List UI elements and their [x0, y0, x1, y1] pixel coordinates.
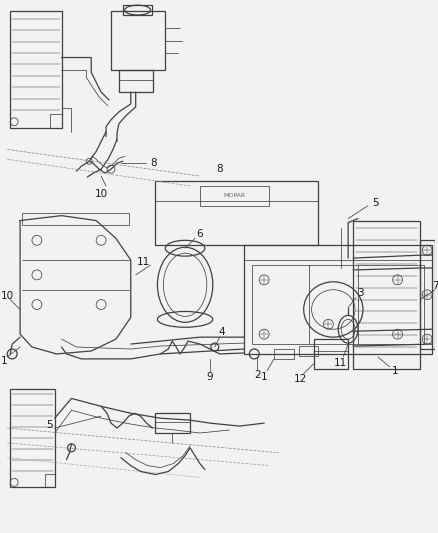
Bar [111, 11, 165, 70]
Bar [22, 213, 129, 224]
Text: 11: 11 [334, 358, 347, 368]
Bar [119, 70, 153, 92]
Bar [200, 186, 269, 206]
Bar [353, 221, 420, 369]
Bar [420, 240, 435, 349]
Bar [155, 413, 190, 422]
Bar [314, 339, 348, 369]
Text: 1: 1 [261, 372, 268, 382]
Bar [244, 245, 432, 354]
Bar [299, 346, 318, 356]
Text: 10: 10 [1, 290, 14, 301]
Text: 7: 7 [432, 281, 438, 291]
Bar [252, 265, 424, 344]
Text: 12: 12 [294, 374, 307, 384]
Text: 9: 9 [206, 372, 213, 382]
Bar [155, 181, 318, 245]
Bar [123, 5, 152, 15]
Bar [274, 349, 294, 359]
Text: MOPAR: MOPAR [223, 193, 246, 198]
Text: 1: 1 [392, 366, 399, 376]
Text: 8: 8 [150, 158, 157, 168]
Text: 11: 11 [137, 257, 150, 267]
Text: 10: 10 [95, 189, 108, 199]
Text: 8: 8 [216, 164, 223, 174]
Bar [45, 473, 55, 487]
Bar [119, 70, 153, 80]
Text: 6: 6 [197, 229, 203, 239]
Text: 5: 5 [46, 420, 53, 430]
Text: 2: 2 [254, 370, 261, 379]
Text: 5: 5 [372, 198, 379, 208]
Text: 3: 3 [357, 288, 363, 298]
Bar [155, 413, 190, 433]
Text: 4: 4 [219, 327, 225, 337]
Text: 1: 1 [1, 356, 7, 366]
Bar [10, 11, 62, 128]
Bar [10, 389, 55, 487]
Bar [50, 114, 62, 128]
